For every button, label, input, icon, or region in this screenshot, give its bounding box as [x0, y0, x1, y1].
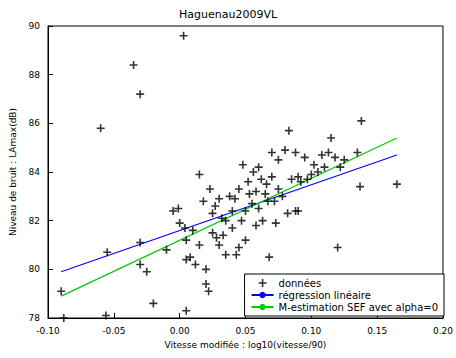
svg-text:0.00: 0.00	[170, 326, 190, 336]
svg-text:Niveau de bruit : LAmax(dB): Niveau de bruit : LAmax(dB)	[8, 108, 18, 236]
svg-text:régression linéaire: régression linéaire	[279, 290, 371, 301]
svg-text:88: 88	[29, 70, 41, 80]
svg-text:0.20: 0.20	[433, 326, 453, 336]
svg-text:M-estimation SEF avec alpha=0: M-estimation SEF avec alpha=0	[279, 302, 438, 313]
svg-text:90: 90	[29, 21, 41, 31]
svg-text:78: 78	[29, 313, 41, 323]
svg-text:Haguenau2009VL: Haguenau2009VL	[179, 8, 278, 21]
svg-text:-0.10: -0.10	[36, 326, 60, 336]
svg-text:0.05: 0.05	[235, 326, 255, 336]
svg-text:-0.05: -0.05	[102, 326, 125, 336]
svg-text:données: données	[279, 278, 322, 289]
svg-text:80: 80	[29, 264, 41, 274]
svg-text:84: 84	[29, 167, 41, 177]
svg-text:Vitesse modifiée : log10(vites: Vitesse modifiée : log10(vitesse/90)	[165, 340, 327, 350]
svg-text:86: 86	[29, 118, 41, 128]
svg-text:82: 82	[29, 216, 40, 226]
svg-text:0.15: 0.15	[367, 326, 387, 336]
svg-text:0.10: 0.10	[301, 326, 321, 336]
